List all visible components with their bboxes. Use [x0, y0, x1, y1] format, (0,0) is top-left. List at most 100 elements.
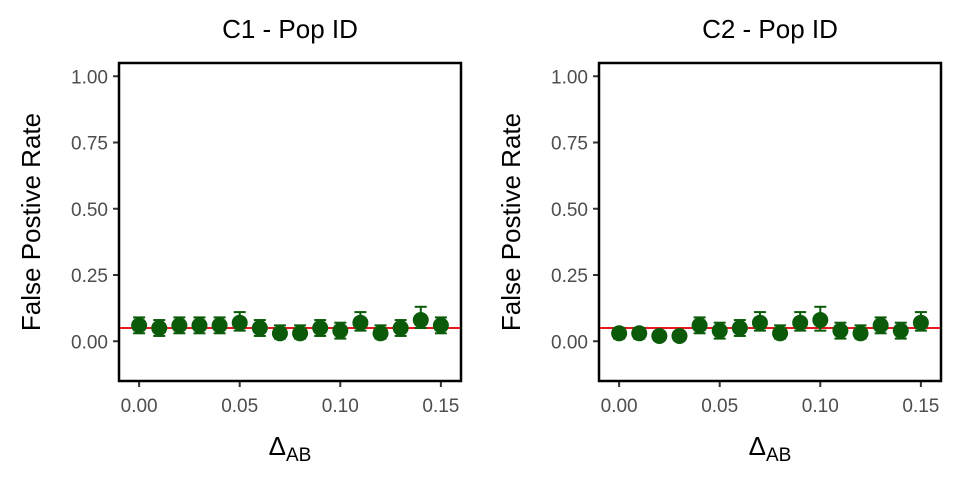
- data-point-marker: [292, 325, 309, 342]
- data-point-marker: [432, 317, 449, 334]
- y-tick-label: 1.00: [71, 67, 108, 88]
- data-point-marker: [852, 325, 869, 342]
- y-ticks: 0.00 0.25 0.50 0.75 1.00: [71, 67, 119, 353]
- data-point: [812, 305, 829, 332]
- data-point-marker: [892, 322, 909, 339]
- data-point-marker: [312, 320, 329, 336]
- x-tick-label: 0.15: [422, 396, 459, 417]
- data-point-marker: [792, 314, 809, 331]
- data-point-marker: [412, 312, 429, 329]
- x-ticks: 0.00 0.05 0.10 0.15: [601, 381, 939, 417]
- data-point: [611, 325, 628, 342]
- x-ticks: 0.00 0.05 0.10 0.15: [121, 381, 459, 417]
- data-point: [292, 324, 309, 342]
- data-point: [352, 311, 369, 332]
- data-point: [912, 311, 929, 332]
- data-point-marker: [372, 325, 389, 342]
- data-points: [611, 305, 929, 344]
- data-point-marker: [711, 322, 728, 339]
- y-tick-label: 0.50: [71, 200, 108, 221]
- x-tick-label: 0.05: [701, 396, 738, 417]
- plot-border: [117, 61, 463, 383]
- data-point-marker: [671, 327, 688, 344]
- data-point: [332, 321, 349, 340]
- y-tick-label: 0.25: [71, 266, 108, 287]
- y-tick-label: 0.75: [71, 134, 108, 155]
- panel-title: C2 - Pop ID: [702, 14, 838, 44]
- data-point: [372, 324, 389, 342]
- x-tick-label: 0.05: [221, 396, 258, 417]
- y-tick-label: 0.00: [551, 332, 588, 353]
- data-point: [731, 319, 748, 337]
- y-tick-label: 0.25: [551, 266, 588, 287]
- x-tick-label: 0.10: [802, 396, 839, 417]
- plot-border: [597, 61, 943, 383]
- data-point: [131, 316, 148, 335]
- data-point-marker: [812, 312, 829, 329]
- data-points: [131, 305, 449, 342]
- data-point-marker: [171, 317, 188, 334]
- data-point: [892, 321, 909, 340]
- x-tick-label: 0.15: [902, 396, 939, 417]
- data-point-marker: [131, 317, 148, 334]
- data-point-marker: [691, 317, 708, 334]
- data-point: [151, 319, 168, 337]
- data-point: [312, 319, 329, 337]
- data-point: [711, 321, 728, 340]
- x-tick-label: 0.00: [601, 396, 638, 417]
- panel-c2: C2 - Pop ID 0.000.250.500.751.00 0.00 0.0…: [496, 14, 943, 466]
- data-point-marker: [651, 327, 668, 344]
- data-point-marker: [251, 320, 268, 336]
- y-tick-label: 0.75: [551, 134, 588, 155]
- x-axis-title-main: Δ: [269, 431, 286, 461]
- data-point-marker: [392, 320, 409, 336]
- data-point: [251, 319, 268, 337]
- data-point-marker: [151, 320, 168, 336]
- data-point: [191, 316, 208, 335]
- data-point-marker: [832, 322, 849, 339]
- x-axis-title-subscript: AB: [766, 445, 791, 466]
- data-point: [412, 305, 429, 329]
- data-point: [852, 324, 869, 342]
- x-axis-title-subscript: AB: [286, 445, 311, 466]
- x-axis-title: ΔAB: [269, 431, 312, 466]
- data-point-marker: [631, 325, 648, 342]
- data-point: [432, 316, 449, 335]
- y-tick-label: 0.50: [551, 200, 588, 221]
- x-tick-label: 0.00: [121, 396, 158, 417]
- data-point-marker: [611, 325, 628, 342]
- data-point: [772, 324, 789, 342]
- data-point: [271, 324, 288, 342]
- x-axis-title: ΔAB: [749, 431, 792, 466]
- data-point-marker: [271, 325, 288, 342]
- y-axis-title: False Postive Rate: [496, 113, 526, 331]
- data-point: [691, 316, 708, 335]
- data-point: [651, 327, 668, 344]
- data-point: [872, 316, 889, 335]
- y-tick-label: 0.00: [71, 332, 108, 353]
- y-ticks: 0.00 0.25 0.50 0.75 1.00: [551, 67, 599, 353]
- data-point-marker: [352, 314, 369, 331]
- data-point-marker: [211, 317, 228, 334]
- data-point-marker: [772, 325, 789, 342]
- data-point: [392, 319, 409, 337]
- data-point: [211, 316, 228, 335]
- data-point-marker: [332, 322, 349, 339]
- panel-c1: C1 - Pop ID 0.000.250.500.751.00 0.00 0.0…: [16, 14, 463, 466]
- data-point: [671, 327, 688, 344]
- data-point-marker: [231, 314, 248, 331]
- data-point: [792, 311, 809, 332]
- y-tick-label: 1.00: [551, 67, 588, 88]
- data-point: [751, 311, 768, 332]
- data-point-marker: [731, 320, 748, 336]
- data-point: [631, 325, 648, 342]
- data-point: [231, 311, 248, 332]
- x-tick-label: 0.10: [322, 396, 359, 417]
- data-point-marker: [912, 314, 929, 331]
- data-point-marker: [191, 317, 208, 334]
- data-point-marker: [872, 317, 889, 334]
- panel-title: C1 - Pop ID: [222, 14, 358, 44]
- data-point: [171, 316, 188, 335]
- data-point-marker: [751, 314, 768, 331]
